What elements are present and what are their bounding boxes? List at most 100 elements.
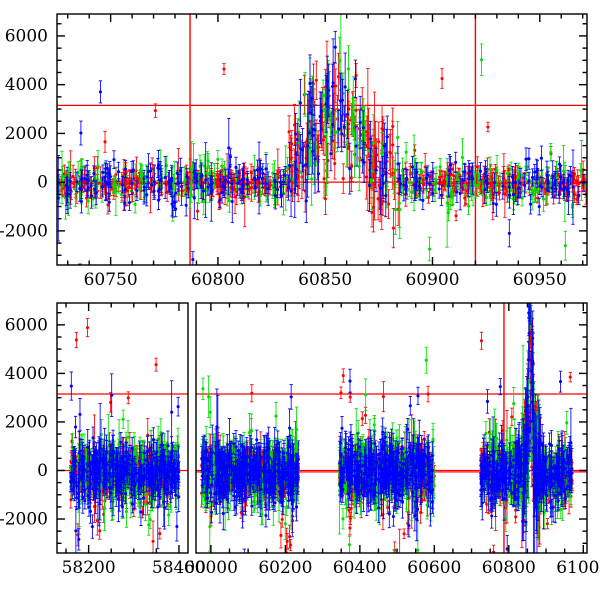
datapoint-blue <box>559 175 563 179</box>
datapoint-green <box>60 175 64 180</box>
datapoint-blue <box>546 179 550 183</box>
datapoint-green <box>346 67 351 71</box>
datapoint-blue <box>186 186 190 190</box>
datapoint-blue <box>439 193 443 197</box>
datapoint-blue <box>348 167 352 171</box>
datapoint-red <box>153 109 157 113</box>
datapoint-blue <box>174 207 178 211</box>
datapoint-blue <box>87 505 91 509</box>
datapoint-blue <box>276 188 280 192</box>
datapoint-red <box>165 190 169 194</box>
datapoint-green <box>488 167 492 171</box>
datapoint-green <box>147 523 151 527</box>
datapoint-red <box>354 73 358 78</box>
datapoint-blue <box>518 181 522 185</box>
datapoint-blue <box>236 181 240 185</box>
datapoint-red <box>334 84 338 88</box>
datapoint-blue <box>523 183 527 187</box>
datapoint-green <box>561 169 566 173</box>
datapoint-green <box>563 244 567 248</box>
datapoint-blue <box>342 125 346 129</box>
datapoint-green <box>189 180 194 184</box>
datapoint-blue <box>176 405 180 409</box>
datapoint-green <box>124 509 128 514</box>
datapoint-blue <box>144 458 148 462</box>
datapoint-blue <box>414 171 419 175</box>
datapoint-red <box>502 170 506 174</box>
datapoint-red <box>154 363 158 367</box>
datapoint-blue <box>510 175 514 179</box>
datapoint-green <box>485 195 489 199</box>
datapoint-blue <box>260 177 265 181</box>
datapoint-blue <box>397 177 402 181</box>
datapoint-blue <box>283 173 287 178</box>
datapoint-blue <box>308 82 312 86</box>
datapoint-blue <box>151 438 155 442</box>
datapoint-blue <box>566 179 570 183</box>
datapoint-blue <box>228 165 232 169</box>
datapoint-red <box>552 195 556 199</box>
datapoint-green <box>68 167 72 171</box>
datapoint-blue <box>218 198 222 202</box>
datapoint-green <box>321 94 325 98</box>
datapoint-blue <box>161 459 165 463</box>
datapoint-green <box>385 181 389 185</box>
datapoint-blue <box>128 454 132 458</box>
datapoint-blue <box>107 200 111 204</box>
datapoint-blue <box>331 122 335 127</box>
datapoint-blue <box>226 180 230 184</box>
datapoint-blue <box>561 180 565 184</box>
datapoint-blue <box>185 175 189 179</box>
datapoint-green <box>480 58 484 62</box>
datapoint-blue <box>204 178 208 182</box>
datapoint-blue <box>158 167 162 171</box>
datapoint-blue <box>146 469 150 473</box>
datapoint-blue <box>191 258 195 262</box>
datapoint-blue <box>483 172 487 176</box>
datapoint-blue <box>240 190 244 194</box>
datapoint-green <box>102 506 106 510</box>
datapoint-green <box>324 169 328 173</box>
datapoint-green <box>205 171 209 175</box>
datapoint-blue <box>467 177 471 181</box>
datapoint-blue <box>513 180 517 185</box>
datapoint-red <box>74 338 78 342</box>
datapoint-green <box>120 193 124 197</box>
datapoint-blue <box>294 132 298 136</box>
datapoint-red <box>381 199 385 203</box>
datapoint-red <box>391 226 395 230</box>
datapoint-blue <box>313 157 317 161</box>
datapoint-green <box>329 126 333 130</box>
datapoint-blue <box>447 168 451 173</box>
datapoint-blue <box>174 493 178 497</box>
datapoint-blue <box>156 163 160 167</box>
datapoint-blue <box>206 185 210 189</box>
datapoint-blue <box>171 469 175 474</box>
datapoint-green <box>397 201 401 205</box>
datapoint-blue <box>57 196 60 200</box>
datapoint-green <box>404 150 408 154</box>
datapoint-red <box>375 153 379 157</box>
datapoint-green <box>140 448 144 453</box>
datapoint-red <box>376 197 380 201</box>
datapoint-blue <box>554 187 558 191</box>
datapoint-blue <box>149 480 154 484</box>
datapoint-blue <box>220 190 224 195</box>
datapoint-green <box>370 178 374 183</box>
datapoint-green <box>129 189 133 193</box>
datapoint-blue <box>143 474 147 478</box>
datapoint-blue <box>551 174 555 179</box>
datapoint-blue <box>428 182 432 186</box>
datapoint-blue <box>485 182 489 186</box>
datapoint-blue <box>174 468 178 472</box>
datapoint-red <box>581 280 584 283</box>
datapoint-blue <box>381 174 385 178</box>
datapoint-green <box>258 193 262 197</box>
datapoint-green <box>469 185 473 189</box>
datapoint-blue <box>74 529 78 533</box>
datapoint-green <box>160 495 164 499</box>
datapoint-blue <box>431 191 435 195</box>
datapoint-blue <box>137 459 142 463</box>
datapoint-blue <box>238 187 242 191</box>
datapoint-blue <box>165 492 169 496</box>
